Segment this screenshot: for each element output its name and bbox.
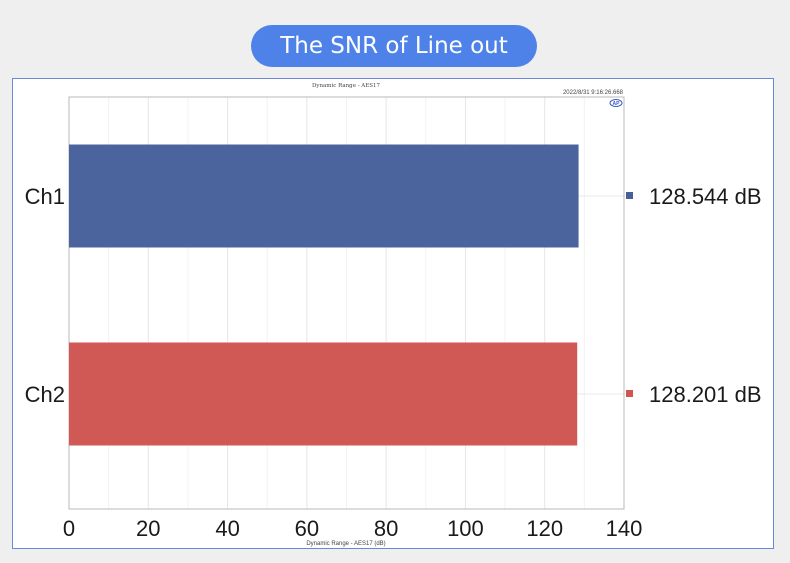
legend-swatch: [626, 192, 633, 199]
x-tick-label: 20: [136, 516, 160, 541]
x-tick-label: 60: [295, 516, 319, 541]
x-axis-label: Dynamic Range - AES17 (dB): [306, 541, 385, 547]
x-tick-label: 0: [63, 516, 75, 541]
x-tick-label: 120: [526, 516, 563, 541]
bar-ch2: [69, 342, 578, 446]
x-tick-label: 140: [606, 516, 643, 541]
plot-area-frame: [68, 96, 625, 510]
chart-title: Dynamic Range - AES17: [312, 83, 381, 89]
value-label: 128.201 dB: [649, 382, 762, 407]
title-banner: The SNR of Line out: [251, 25, 537, 67]
x-tick-label: 100: [447, 516, 484, 541]
banner-title: The SNR of Line out: [280, 33, 508, 59]
bar-ch1: [69, 144, 579, 248]
x-tick-label: 40: [215, 516, 239, 541]
bar-chart: 0 20 40 60 80 100 120 140 Ch1 128.544 dB Ch2 128.20…: [25, 83, 762, 547]
chart-panel: 0 20 40 60 80 100 120 140 Ch1 128.544 dB Ch2 128.20…: [12, 78, 774, 549]
x-tick-label: 80: [374, 516, 398, 541]
ap-logo-text: AP: [613, 101, 621, 107]
legend-swatch: [626, 390, 633, 397]
bars: [69, 144, 579, 446]
value-label: 128.544 dB: [649, 184, 762, 209]
labels: 0 20 40 60 80 100 120 140 Ch1 128.544 dB Ch2 128.20…: [25, 184, 762, 541]
chart-timestamp: 2022/8/31 9:16:26.668: [563, 90, 624, 96]
category-label: Ch2: [25, 382, 65, 407]
category-label: Ch1: [25, 184, 65, 209]
ap-logo-icon: AP: [609, 99, 623, 107]
